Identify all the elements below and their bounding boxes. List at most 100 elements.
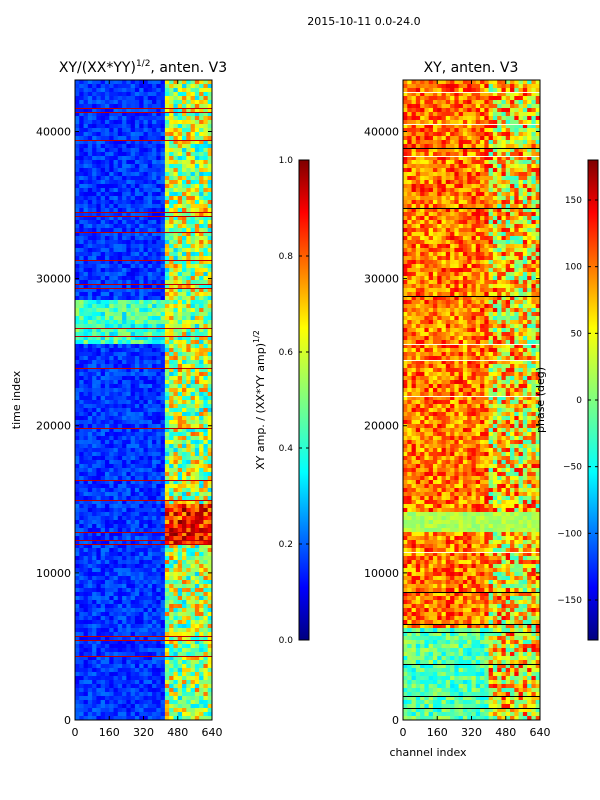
- heatmap-cell: [83, 352, 89, 357]
- heatmap-cell: [83, 688, 89, 693]
- heatmap-cell: [169, 448, 174, 453]
- heatmap-cell: [109, 448, 115, 453]
- heatmap-cell: [173, 544, 179, 549]
- heatmap-cell: [92, 472, 97, 477]
- heatmap-cell: [104, 504, 110, 509]
- heatmap-cell: [143, 532, 149, 537]
- heatmap-cell: [126, 348, 132, 353]
- heatmap-cell: [160, 424, 166, 429]
- heatmap-cell: [177, 188, 183, 193]
- heatmap-cell: [169, 92, 174, 97]
- heatmap-cell: [147, 184, 153, 189]
- heatmap-cell: [203, 508, 209, 513]
- heatmap-cell: [92, 640, 97, 645]
- heatmap-cell: [194, 84, 200, 89]
- heatmap-cell: [143, 100, 149, 105]
- heatmap-cell: [182, 504, 187, 509]
- heatmap-cell: [92, 348, 97, 353]
- heatmap-cell: [147, 644, 153, 649]
- heatmap-cell: [100, 192, 106, 197]
- heatmap-cell: [109, 352, 115, 357]
- heatmap-cell: [87, 128, 93, 133]
- heatmap-cell: [186, 352, 192, 357]
- heatmap-cell: [126, 88, 132, 93]
- heatmap-cell: [160, 196, 166, 201]
- heatmap-cell: [147, 584, 153, 589]
- heatmap-cell: [87, 572, 93, 577]
- heatmap-cell: [156, 348, 162, 353]
- heatmap-cell: [190, 176, 196, 181]
- heatmap-cell: [152, 412, 157, 417]
- heatmap-cell: [96, 172, 102, 177]
- heatmap-cell: [203, 340, 209, 345]
- heatmap-cell: [203, 356, 209, 361]
- heatmap-cell: [152, 516, 157, 521]
- heatmap-cell: [96, 84, 102, 89]
- heatmap-cell: [169, 684, 174, 689]
- heatmap-cell: [87, 368, 93, 373]
- heatmap-cell: [164, 336, 170, 341]
- heatmap-cell: [164, 196, 170, 201]
- heatmap-cell: [104, 668, 110, 673]
- heatmap-cell: [143, 356, 149, 361]
- heatmap-cell: [194, 600, 200, 605]
- heatmap-cell: [173, 240, 179, 245]
- heatmap-cell: [100, 272, 106, 277]
- heatmap-cell: [139, 568, 144, 573]
- heatmap-cell: [100, 376, 106, 381]
- heatmap-cell: [143, 572, 149, 577]
- heatmap-cell: [152, 188, 157, 193]
- heatmap-cell: [96, 464, 102, 469]
- heatmap-cell: [126, 632, 132, 637]
- heatmap-cell: [126, 352, 132, 357]
- heatmap-cell: [79, 196, 85, 201]
- heatmap-cell: [203, 292, 209, 297]
- heatmap-cell: [96, 148, 102, 153]
- heatmap-cell: [143, 540, 149, 545]
- heatmap-cell: [109, 116, 115, 121]
- heatmap-cell: [122, 196, 127, 201]
- heatmap-cell: [143, 156, 149, 161]
- heatmap-cell: [152, 184, 157, 189]
- heatmap-cell: [79, 452, 85, 457]
- heatmap-cell: [169, 304, 174, 309]
- heatmap-cell: [186, 684, 192, 689]
- heatmap-cell: [182, 536, 187, 541]
- heatmap-cell: [75, 484, 80, 489]
- heatmap-cell: [130, 508, 136, 513]
- heatmap-cell: [147, 344, 153, 349]
- heatmap-cell: [83, 568, 89, 573]
- heatmap-cell: [164, 88, 170, 93]
- heatmap-cell: [122, 496, 127, 501]
- heatmap-cell: [130, 476, 136, 481]
- heatmap-cell: [203, 512, 209, 517]
- heatmap-cell: [207, 668, 212, 673]
- heatmap-cell: [177, 232, 183, 237]
- heatmap-cell: [87, 648, 93, 653]
- heatmap-cell: [139, 588, 144, 593]
- heatmap-cell: [186, 588, 192, 593]
- heatmap-cell: [92, 240, 97, 245]
- heatmap-cell: [182, 400, 187, 405]
- heatmap-cell: [160, 636, 166, 641]
- heatmap-cell: [169, 84, 174, 89]
- heatmap-cell: [75, 208, 80, 213]
- heatmap-cell: [104, 656, 110, 661]
- heatmap-cell: [100, 204, 106, 209]
- heatmap-cell: [83, 520, 89, 525]
- heatmap-cell: [83, 252, 89, 257]
- heatmap-cell: [117, 584, 123, 589]
- heatmap-cell: [177, 524, 183, 529]
- heatmap-cell: [147, 656, 153, 661]
- heatmap-cell: [139, 244, 144, 249]
- heatmap-cell: [182, 232, 187, 237]
- heatmap-cell: [100, 140, 106, 145]
- heatmap-cell: [207, 644, 212, 649]
- heatmap-cell: [169, 320, 174, 325]
- heatmap-cell: [156, 320, 162, 325]
- heatmap-cell: [152, 368, 157, 373]
- heatmap-cell: [164, 176, 170, 181]
- heatmap-cell: [152, 216, 157, 221]
- heatmap-cell: [182, 672, 187, 677]
- heatmap-cell: [169, 228, 174, 233]
